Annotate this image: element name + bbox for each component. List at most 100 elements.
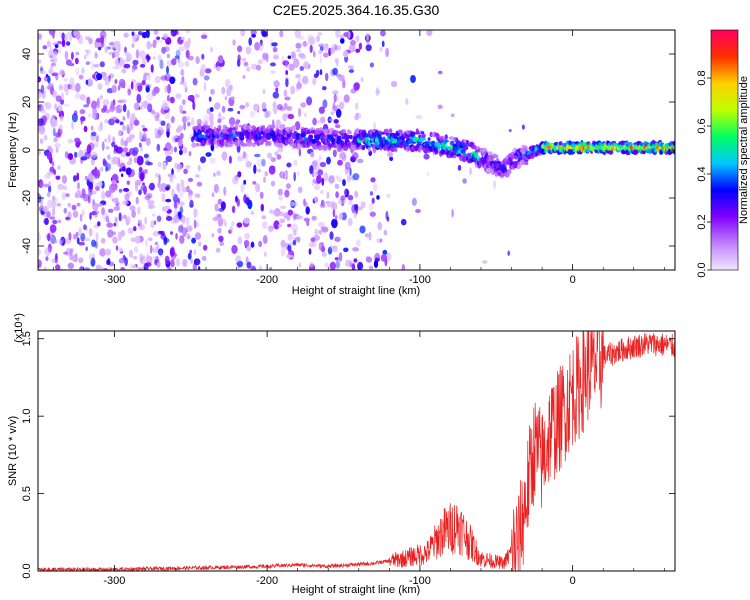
spectrogram-cell — [295, 42, 302, 49]
spectrogram-cell — [298, 35, 305, 40]
spectrogram-cell — [55, 147, 59, 153]
spectrogram-cell — [369, 211, 376, 217]
spectrogram-cell — [335, 191, 339, 199]
spectrogram-cell — [369, 62, 374, 68]
spectrogram-cell — [340, 38, 345, 44]
spectrogram-cell — [202, 244, 208, 251]
spectrogram-cell — [272, 91, 279, 99]
spectrogram-ridge-cell — [473, 152, 479, 159]
spectrogram-cell — [174, 138, 179, 142]
spectrogram-cell — [50, 148, 54, 154]
spectrogram-cell — [68, 34, 73, 42]
spectrogram-ridge-cell — [349, 134, 353, 139]
spectrogram-cell — [275, 87, 279, 93]
spectrogram-cell — [178, 46, 186, 52]
spectrogram-cell — [374, 252, 381, 262]
spectrogram-cell — [174, 55, 180, 60]
spectrogram-cell — [95, 232, 99, 242]
spectrogram-cell — [179, 109, 183, 114]
spectrogram-cell — [63, 207, 68, 214]
spectrogram-cell — [88, 37, 93, 45]
spectrogram-cell — [191, 237, 197, 244]
spectrogram-cell — [162, 162, 167, 170]
spectrogram-cell — [310, 151, 315, 158]
spectrogram-cell — [125, 216, 131, 225]
spectrogram-cell — [83, 224, 87, 231]
spectrogram-cell — [83, 54, 87, 60]
spectrogram-cell — [165, 155, 173, 162]
spectrogram-cell — [335, 124, 341, 129]
spectrogram-cell — [317, 169, 324, 176]
spectrogram-cell — [119, 105, 123, 110]
spectrogram-cell — [52, 127, 56, 137]
spectrogram-cell — [122, 125, 126, 131]
spectrogram-cell — [165, 143, 170, 149]
spectrogram-cell — [311, 215, 317, 221]
spectrogram-cell — [245, 46, 252, 55]
spectrogram-cell — [86, 144, 92, 154]
spectrogram-cell — [144, 160, 151, 166]
spectrogram-cell — [246, 66, 251, 72]
spectrogram-cell — [315, 35, 321, 43]
spectrogram-cell — [313, 73, 319, 79]
spectrogram-cell — [176, 164, 181, 173]
spectrogram-cell — [97, 124, 101, 132]
spectrogram-cell — [38, 90, 42, 99]
spectrogram-cell — [47, 171, 53, 176]
spectrogram-cell — [127, 227, 134, 234]
spectrogram-cell — [139, 219, 143, 228]
spectrogram-cell — [325, 72, 329, 82]
spectrogram-cell — [197, 164, 201, 172]
spectrogram-cell — [76, 237, 80, 245]
spectrogram-cell — [293, 171, 297, 182]
spectrogram-cell — [319, 69, 323, 76]
spectrogram-cell — [261, 31, 268, 37]
spectrogram-cell — [332, 105, 338, 112]
spectrogram-cell — [365, 33, 370, 40]
spectrogram-cell — [280, 205, 287, 209]
spectrogram-cell — [333, 119, 339, 124]
spectrogram-cell — [345, 259, 352, 267]
spectrogram-cell — [347, 217, 353, 227]
spectrogram-cell — [385, 210, 389, 220]
spectrogram-cell — [49, 216, 56, 220]
spectrogram-cell — [332, 247, 338, 253]
snr-series-line — [38, 331, 675, 571]
spectrogram-cell — [387, 151, 394, 158]
spectrogram-cell — [242, 151, 247, 159]
spectrogram-cell — [78, 241, 85, 246]
spectrogram-cell — [47, 243, 52, 253]
spectrogram-ridge-cell — [362, 144, 366, 150]
spectrogram-cell — [71, 51, 74, 60]
spectrogram-cell — [279, 218, 286, 224]
spectrogram-cell — [204, 68, 212, 74]
spectrogram-cell — [161, 193, 166, 203]
spectrogram-cell — [365, 256, 373, 263]
spectrogram-cell — [145, 137, 151, 146]
spectrogram-cell — [193, 208, 198, 218]
spectrogram-cell — [95, 264, 102, 270]
spectrogram-cell — [183, 81, 187, 88]
spectrogram-cell — [54, 103, 57, 110]
spectrogram-cell — [156, 242, 159, 253]
spectrogram-cell — [68, 153, 73, 160]
spectrogram-ridge-cell — [347, 130, 352, 135]
spectrogram-cell — [159, 129, 164, 135]
spectrogram-cell — [192, 77, 198, 86]
spectrogram-cell — [124, 193, 130, 201]
spectrogram-cell — [200, 63, 207, 74]
spectrogram-cell — [138, 189, 142, 196]
spectrogram-cell — [85, 246, 88, 251]
spectrogram-cell — [152, 255, 156, 263]
spectrogram-cell — [271, 180, 276, 187]
spectrogram-cell — [179, 132, 184, 139]
spectrogram-cell — [120, 267, 125, 270]
spectrogram-cell — [330, 47, 335, 54]
spectrogram-cell — [126, 109, 130, 119]
spectrogram-cell — [279, 106, 286, 112]
spectrogram-cell — [326, 191, 330, 199]
spectrogram-cell — [180, 68, 185, 77]
spectrogram-cell — [353, 82, 360, 91]
spectrogram-cell — [250, 241, 255, 248]
spectrogram-cell — [170, 231, 173, 235]
